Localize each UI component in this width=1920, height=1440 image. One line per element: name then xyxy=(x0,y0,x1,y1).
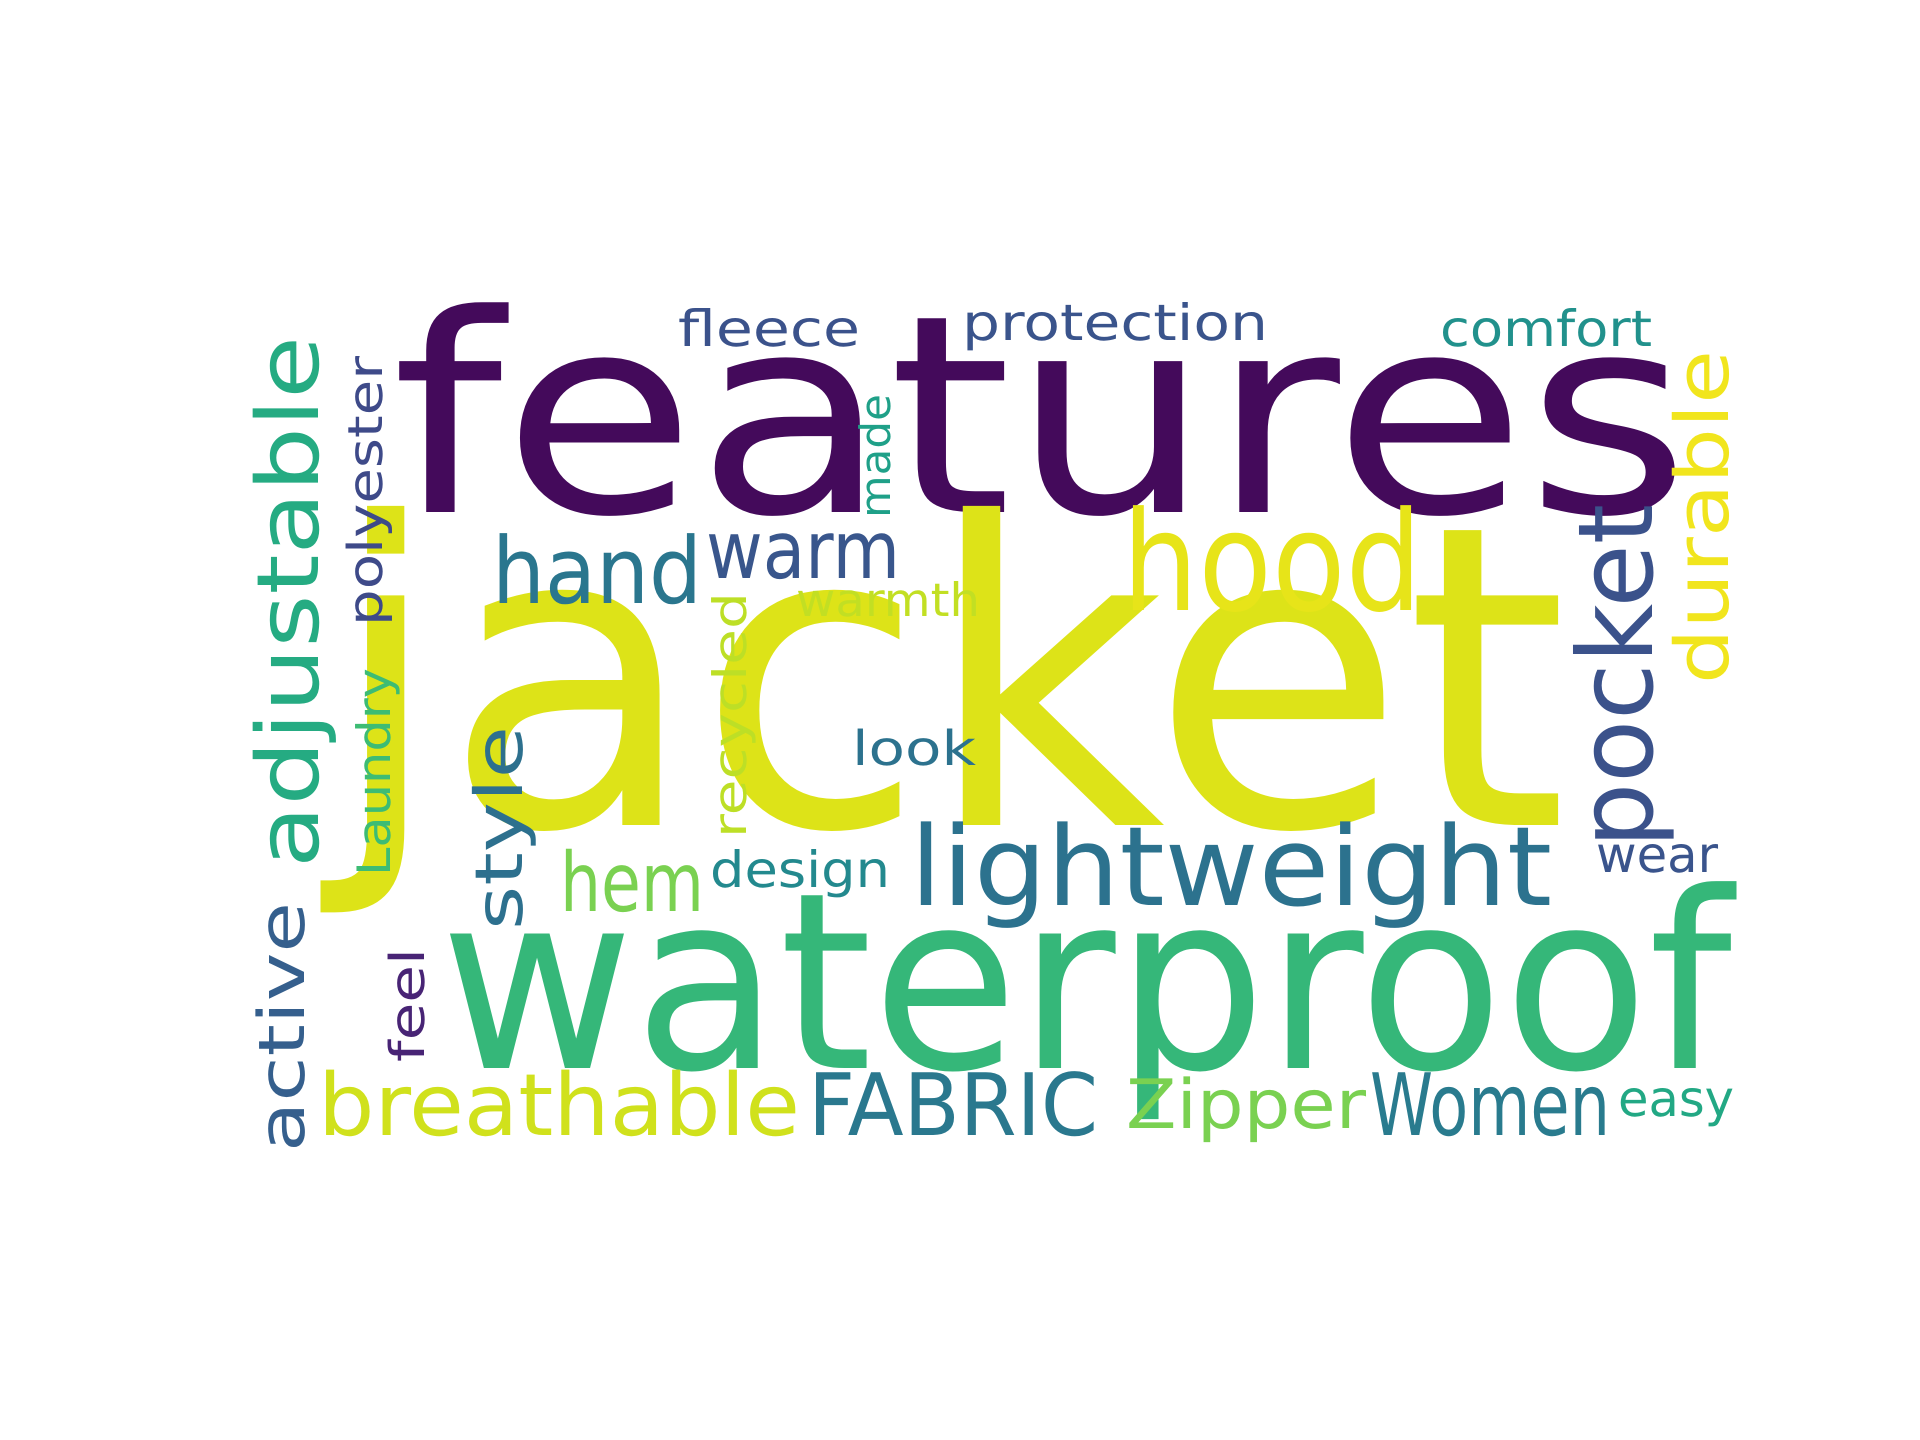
word-active: active xyxy=(246,902,320,1152)
word-breathable: breathable xyxy=(318,1056,800,1156)
word-jacket: jacket xyxy=(315,436,1568,925)
word-waterproof: waterproof xyxy=(440,841,1737,1127)
word-wear: wear xyxy=(1596,826,1718,884)
word-features: features xyxy=(392,257,1690,578)
word-fleece: fleece xyxy=(678,300,860,358)
word-made: made xyxy=(851,394,900,518)
word-recycled: recycled xyxy=(703,592,757,838)
word-durable: durable xyxy=(1660,350,1746,684)
word-warm: warm xyxy=(706,504,900,597)
word-style: style xyxy=(461,726,538,930)
word-lightweight: lightweight xyxy=(910,803,1552,931)
word-laundry: Laundry xyxy=(347,668,401,876)
word-polyester: polyester xyxy=(338,356,394,626)
word-adjustable: adjustable xyxy=(239,336,339,868)
word-comfort: comfort xyxy=(1440,300,1652,358)
word-women: Women xyxy=(1370,1056,1610,1156)
word-look: look xyxy=(852,721,976,777)
word-design: design xyxy=(710,841,890,899)
word-protection: protection xyxy=(962,294,1268,352)
word-zipper: Zipper xyxy=(1126,1066,1366,1145)
word-hem: hem xyxy=(560,836,704,931)
word-pocket: pocket xyxy=(1555,504,1677,848)
word-fabric: FABRIC xyxy=(808,1056,1098,1156)
word-hand: hand xyxy=(492,518,702,625)
word-feel: feel xyxy=(380,948,436,1062)
word-warmth: warmth xyxy=(796,573,980,627)
word-hood: hood xyxy=(1122,482,1422,643)
word-easy: easy xyxy=(1618,1070,1734,1128)
